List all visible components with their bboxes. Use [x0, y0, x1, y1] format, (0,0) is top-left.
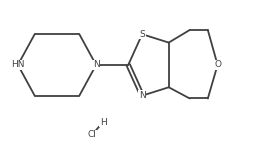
Text: H: H: [100, 118, 107, 127]
Text: HN: HN: [11, 60, 25, 69]
Text: Cl: Cl: [87, 130, 96, 139]
Text: S: S: [139, 30, 145, 39]
Text: N: N: [93, 60, 99, 69]
Text: N: N: [139, 91, 145, 100]
Text: O: O: [214, 60, 221, 69]
